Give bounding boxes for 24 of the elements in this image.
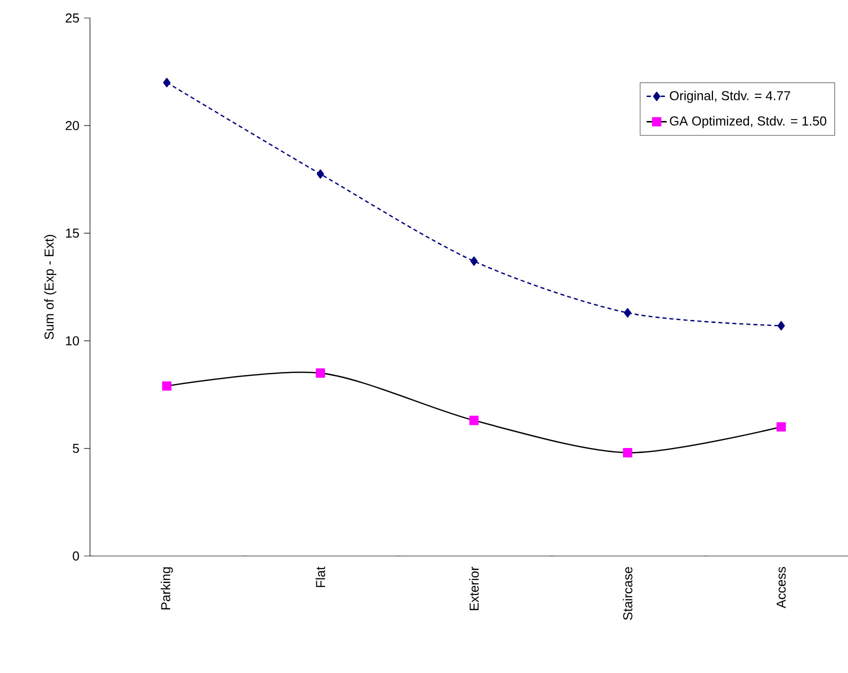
y-tick-label: 15	[66, 228, 79, 238]
x-tick-label: Parking	[160, 567, 173, 610]
point	[776, 422, 786, 432]
point	[622, 448, 632, 458]
y-tick-label: 10	[66, 336, 79, 346]
y-tick-label: 0	[72, 551, 79, 561]
y-axis-title: Sum of (Exp - Ext)	[44, 234, 56, 340]
x-tick-label: Access	[776, 566, 786, 608]
point	[163, 78, 170, 88]
x-tick-label: Exterior	[469, 566, 479, 610]
y-tick-label: 25	[66, 13, 79, 23]
point	[470, 256, 478, 266]
y-tick-label: 20	[66, 121, 79, 130]
point	[316, 368, 326, 378]
point	[316, 169, 324, 179]
x-tick-label: Staircase	[622, 567, 632, 620]
point	[162, 381, 172, 391]
x-tick-label: Flat	[316, 566, 326, 588]
legend-label: Original, Stdv. = 4.77	[670, 90, 790, 103]
point	[778, 321, 785, 330]
legend-label: GA Optimized, Stdv. = 1.50	[670, 116, 826, 128]
point	[469, 416, 479, 426]
point	[624, 308, 632, 318]
y-tick-label: 5	[72, 444, 79, 453]
